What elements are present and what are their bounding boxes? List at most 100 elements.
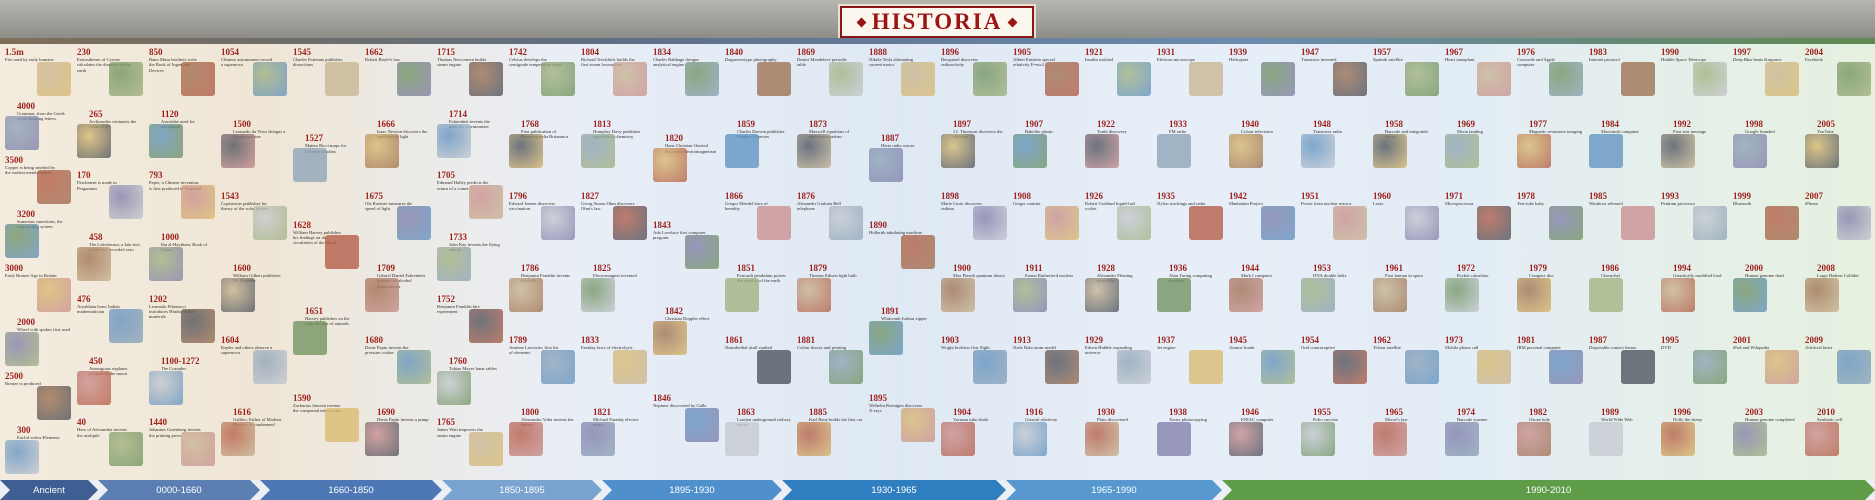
entry-illustration bbox=[941, 134, 975, 168]
entry-year: 230 bbox=[77, 47, 91, 57]
timeline-entry: 1705 Edmond Halley predicts the return of… bbox=[437, 171, 491, 191]
entry-year: 1965 bbox=[1385, 407, 1403, 417]
entry-illustration bbox=[1373, 134, 1407, 168]
entry-text: Test-tube baby bbox=[1517, 201, 1545, 206]
entry-year: 1903 bbox=[941, 335, 959, 345]
timeline-column: 1939 Helicopter 1940 Colour television 1942 M… bbox=[1227, 44, 1299, 480]
timeline-column: 1905 Albert Einstein special relativity E… bbox=[1011, 44, 1083, 480]
entry-year: 1863 bbox=[737, 407, 755, 417]
timeline-entry: 1890 Hollerith tabulating machine bbox=[869, 220, 923, 235]
timeline-entry: 1840 Daguerreotype photography bbox=[725, 48, 779, 63]
entry-year: 1709 bbox=[377, 263, 395, 273]
timeline-entry: 1904 Vacuum tube diode bbox=[953, 408, 1007, 423]
entry-illustration bbox=[37, 170, 71, 204]
entry-text: Dolly the sheep bbox=[1673, 417, 1702, 422]
entry-illustration bbox=[1693, 206, 1727, 240]
entry-text: Wheel with spokes first used bbox=[17, 327, 71, 332]
entry-illustration bbox=[941, 422, 975, 456]
entry-illustration bbox=[757, 350, 791, 384]
timeline-entry: 1957 Sputnik satellite bbox=[1373, 48, 1427, 63]
entry-text: Johannes Gutenberg invents the printing … bbox=[149, 427, 201, 438]
timeline-entry: 2010 Synthetic cell bbox=[1817, 408, 1871, 423]
timeline-entry: 1977 Magnetic resonance imaging bbox=[1529, 120, 1583, 135]
timeline-entry: 1969 Moon landing bbox=[1457, 120, 1511, 135]
entry-year: 1.5m bbox=[5, 47, 24, 57]
entry-text: Deep Blue beats Kasparov bbox=[1733, 57, 1782, 62]
entry-text: Edward Jenner discovers vaccination bbox=[509, 201, 555, 212]
entry-text: Chernobyl bbox=[1601, 273, 1621, 278]
entry-year: 1971 bbox=[1445, 191, 1463, 201]
entry-text: Moon landing bbox=[1457, 129, 1483, 134]
timeline-entry: 1861 Neanderthal skull studied bbox=[725, 336, 779, 351]
timeline-entry: 1765 James Watt improves the steam engine bbox=[437, 418, 491, 438]
entry-text: Wilhelm Roentgen discovers X-rays bbox=[869, 402, 923, 413]
entry-year: 1500 bbox=[233, 119, 251, 129]
timeline-entry: 1054 Chinese astronomers record a superno… bbox=[221, 48, 275, 68]
timeline-column: 1947 Transistor invented 1948 Transistor ra… bbox=[1299, 44, 1371, 480]
entry-text: Thomas Newcomen builds steam engine bbox=[437, 57, 487, 68]
entry-illustration bbox=[1621, 206, 1655, 240]
timeline-entry: 1996 Dolly the sheep bbox=[1673, 408, 1727, 423]
entry-year: 1999 bbox=[1733, 191, 1751, 201]
timeline-entry: 1955 Polio vaccine bbox=[1313, 408, 1367, 423]
timeline-entry: 1954 Oral contraceptive bbox=[1301, 336, 1355, 351]
entry-illustration bbox=[1589, 422, 1623, 456]
era-segment: 1930-1965 bbox=[782, 480, 1006, 500]
entry-text: Copernicus publishes his theory of the s… bbox=[221, 201, 269, 212]
entry-text: Antoine Lavoisier, first list of element… bbox=[509, 345, 559, 356]
era-segment: 1850-1895 bbox=[442, 480, 602, 500]
entry-illustration bbox=[253, 62, 287, 96]
entry-year: 1765 bbox=[437, 417, 455, 428]
timeline-entry: 2007 iPhone bbox=[1805, 192, 1859, 207]
timeline-entry: 1979 Compact disc bbox=[1529, 264, 1583, 279]
timeline-column: 1545 Charles Estienne publishes dissectio… bbox=[291, 44, 363, 480]
entry-year: 1120 bbox=[161, 108, 179, 119]
entry-illustration bbox=[1589, 278, 1623, 312]
entry-illustration bbox=[613, 62, 647, 96]
entry-illustration bbox=[1301, 278, 1335, 312]
timeline-entry: 1935 Nylon stockings and radar bbox=[1157, 192, 1211, 207]
entry-text: DVD bbox=[1661, 345, 1671, 350]
entry-illustration bbox=[1013, 422, 1047, 456]
entry-illustration bbox=[653, 321, 687, 356]
entry-year: 793 bbox=[149, 170, 163, 181]
entry-illustration bbox=[869, 148, 903, 183]
entry-illustration bbox=[509, 278, 543, 312]
entry-text: Hans Christian Oersted discovers electro… bbox=[665, 143, 717, 154]
entry-year: 1981 bbox=[1517, 335, 1535, 345]
entry-illustration bbox=[1837, 206, 1871, 240]
timeline-column: 1957 Sputnik satellite 1958 Barcode and int… bbox=[1371, 44, 1443, 480]
timeline-entry: 1887 Hertz radio waves bbox=[881, 134, 935, 149]
entry-text: Daguerreotype photography bbox=[725, 57, 777, 62]
entry-illustration bbox=[829, 206, 863, 240]
entry-illustration bbox=[1045, 350, 1079, 384]
entry-illustration bbox=[1045, 206, 1079, 240]
entry-year: 1888 bbox=[869, 47, 887, 57]
entry-text: Human genome draft bbox=[1745, 273, 1785, 278]
timeline-entry: 1907 Bakelite plastic bbox=[1025, 120, 1079, 135]
entry-year: 2005 bbox=[1817, 119, 1835, 129]
entry-year: 1922 bbox=[1097, 119, 1115, 129]
entry-text: Ole Roemer measures the speed of light bbox=[365, 201, 413, 212]
entry-illustration bbox=[613, 350, 647, 384]
entry-year: 450 bbox=[89, 355, 103, 366]
entry-year: 2009 bbox=[1805, 335, 1823, 345]
entry-year: 476 bbox=[77, 293, 91, 304]
entry-year: 1989 bbox=[1601, 407, 1619, 417]
entry-illustration bbox=[181, 432, 215, 467]
entry-text: Polio vaccine bbox=[1313, 417, 1338, 422]
entry-text: Google founded bbox=[1745, 129, 1775, 134]
entry-year: 1843 bbox=[653, 219, 671, 230]
timeline-entry: 1971 Microprocessor bbox=[1445, 191, 1499, 207]
entry-illustration bbox=[1661, 278, 1695, 312]
timeline-column: 850 Banu Musa brothers write the Book of … bbox=[147, 44, 219, 480]
entry-year: 1900 bbox=[953, 263, 971, 273]
timeline-entry: 1973 Mobile phone call bbox=[1445, 336, 1499, 351]
entry-text: Kepler and others observe a supernova bbox=[221, 345, 273, 356]
entry-illustration bbox=[1445, 134, 1479, 168]
entry-illustration bbox=[293, 321, 327, 356]
era-segment: 0000-1660 bbox=[98, 480, 260, 500]
entry-text: Charles Babbage designs analytical engin… bbox=[653, 57, 700, 68]
timeline-entry: 3500 Copper is being smelted by the earli… bbox=[5, 156, 59, 176]
entry-illustration bbox=[325, 62, 359, 96]
